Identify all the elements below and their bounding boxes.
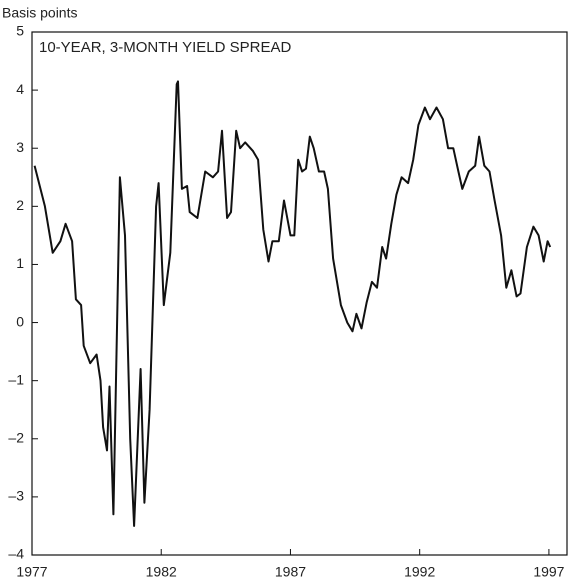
- y-tick-label: –3: [8, 488, 24, 504]
- y-tick-label: 1: [16, 255, 24, 271]
- y-tick-label: 4: [16, 81, 24, 97]
- x-tick-label: 1977: [16, 564, 47, 580]
- x-tick-label: 1987: [275, 564, 306, 580]
- x-tick-label: 1992: [404, 564, 435, 580]
- y-tick-label: –2: [8, 429, 24, 445]
- x-tick-label: 1982: [146, 564, 177, 580]
- series-line: [33, 80, 552, 527]
- y-tick-label: –4: [8, 546, 24, 562]
- x-tick-label: 1997: [533, 564, 564, 580]
- y-tick-label: 2: [16, 197, 24, 213]
- y-tick-label: –1: [8, 371, 24, 387]
- y-tick-label: 3: [16, 139, 24, 155]
- y-tick-label: 0: [16, 313, 24, 329]
- chart-title: 10-YEAR, 3-MONTH YIELD SPREAD: [39, 39, 291, 56]
- y-axis-label: Basis points: [2, 5, 77, 21]
- plot-frame: [31, 31, 568, 556]
- y-tick-label: 5: [16, 23, 24, 39]
